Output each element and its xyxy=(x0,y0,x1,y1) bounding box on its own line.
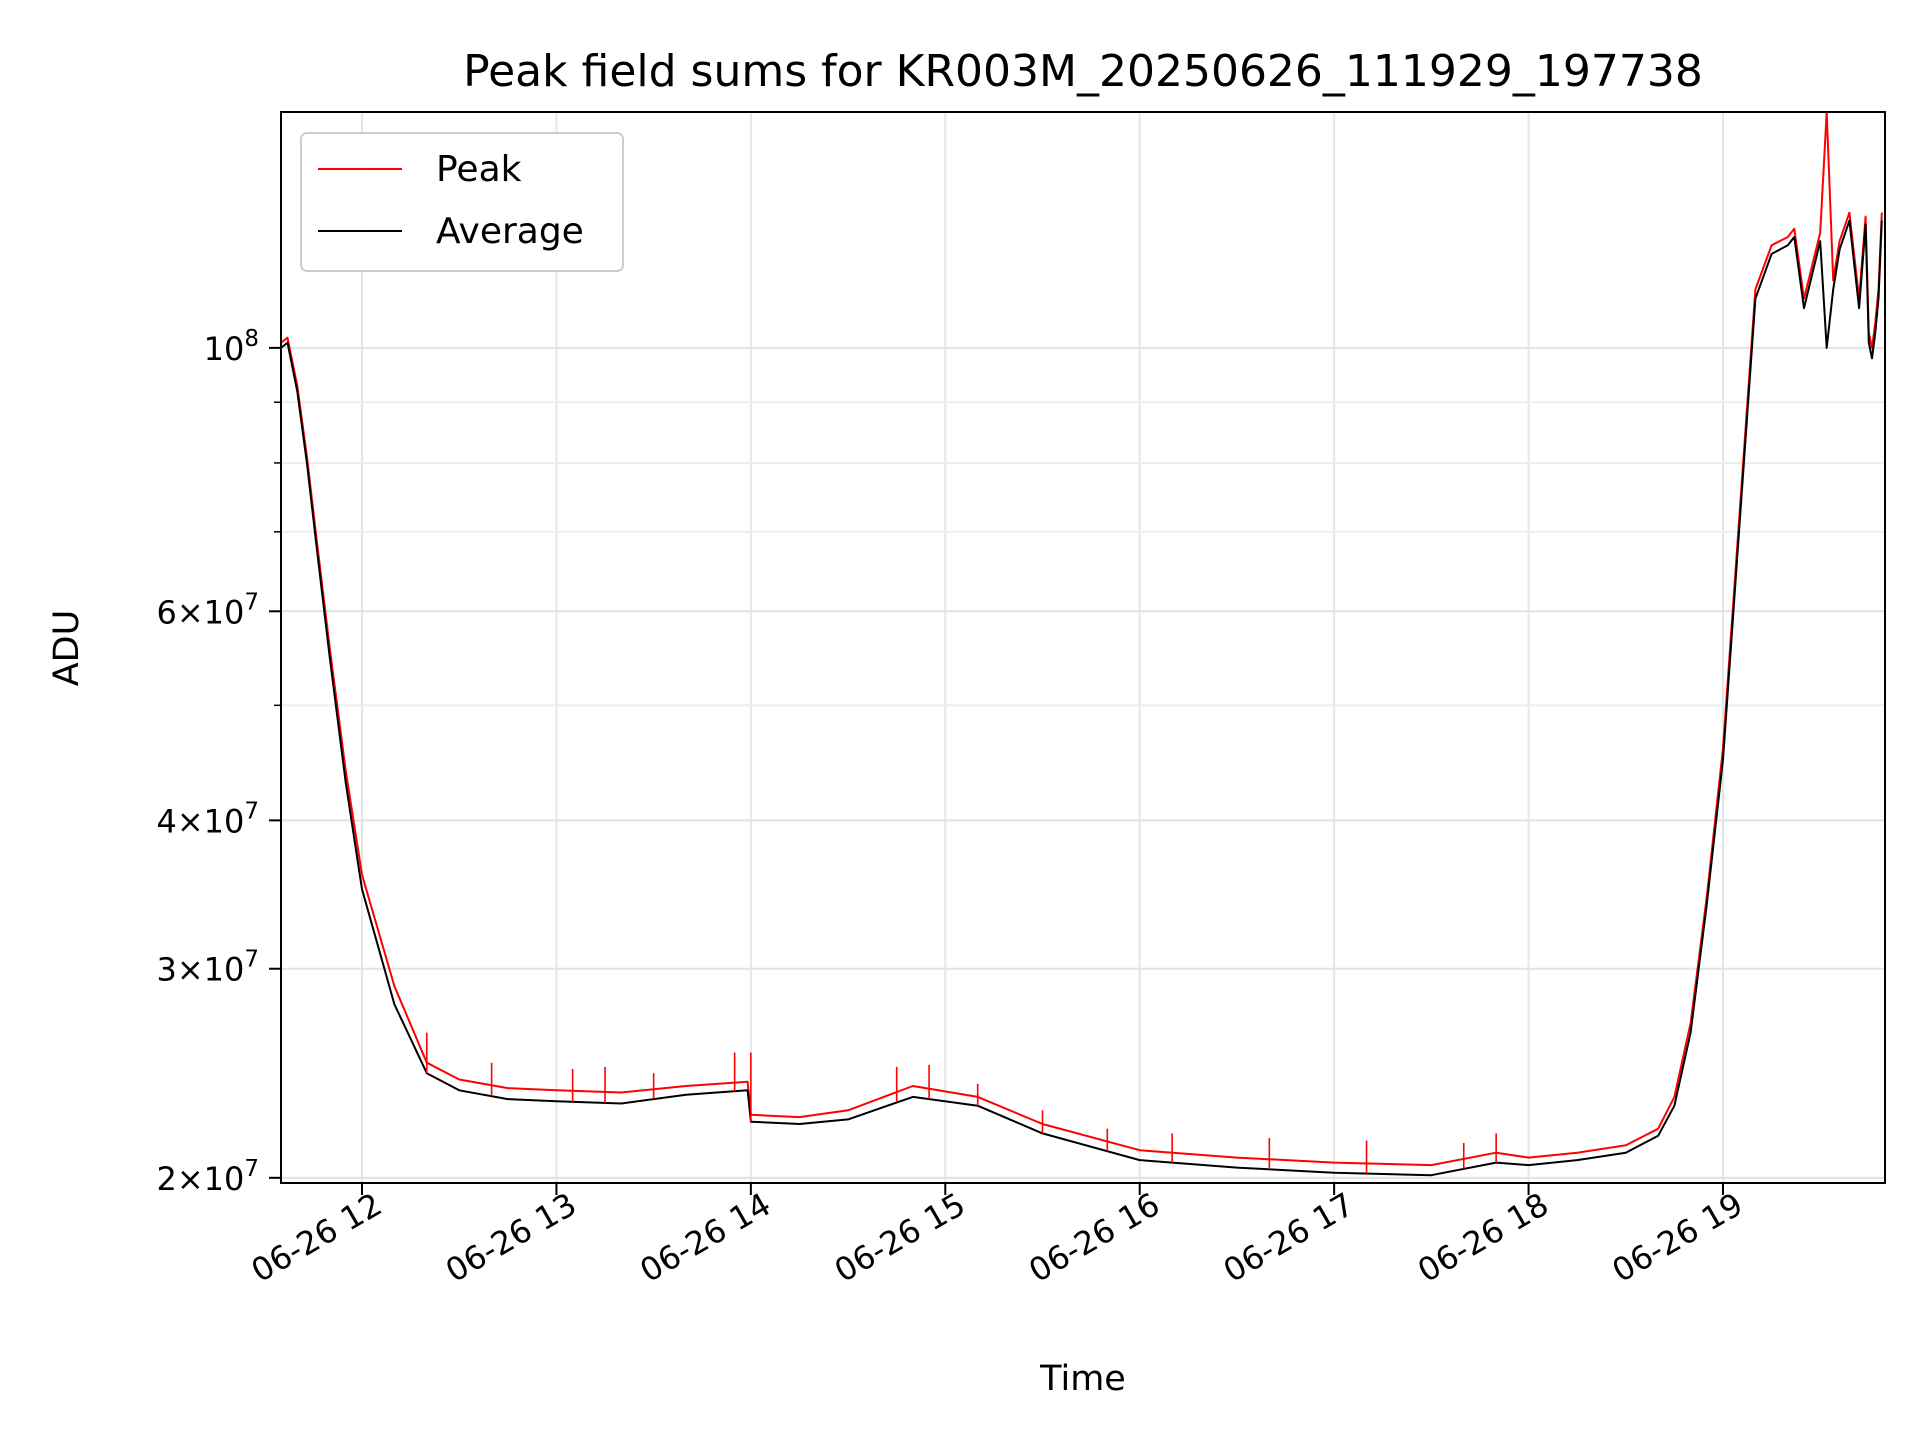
legend-peak-label: Peak xyxy=(436,149,522,190)
y-tick-label: 108 xyxy=(204,326,259,368)
grid-lines xyxy=(281,112,1885,1183)
y-tick-label: 6×107 xyxy=(156,589,259,631)
legend-box xyxy=(300,132,624,272)
y-tick-label: 2×107 xyxy=(156,1156,259,1198)
y-axis-label: ADU xyxy=(47,610,87,687)
y-tick-label: 3×107 xyxy=(156,947,259,989)
legend-average-label: Average xyxy=(436,211,584,252)
series-layer xyxy=(281,112,1883,1177)
y-tick-label: 4×107 xyxy=(156,798,259,840)
x-axis-label: Time xyxy=(1039,1359,1126,1399)
y-axis: 2×107 3×107 4×107 6×107 108 xyxy=(156,326,281,1198)
plot-frame xyxy=(280,111,1886,1184)
chart-title: Peak field sums for KR003M_20250626_1119… xyxy=(463,46,1703,97)
legend: Peak Average xyxy=(300,132,624,272)
